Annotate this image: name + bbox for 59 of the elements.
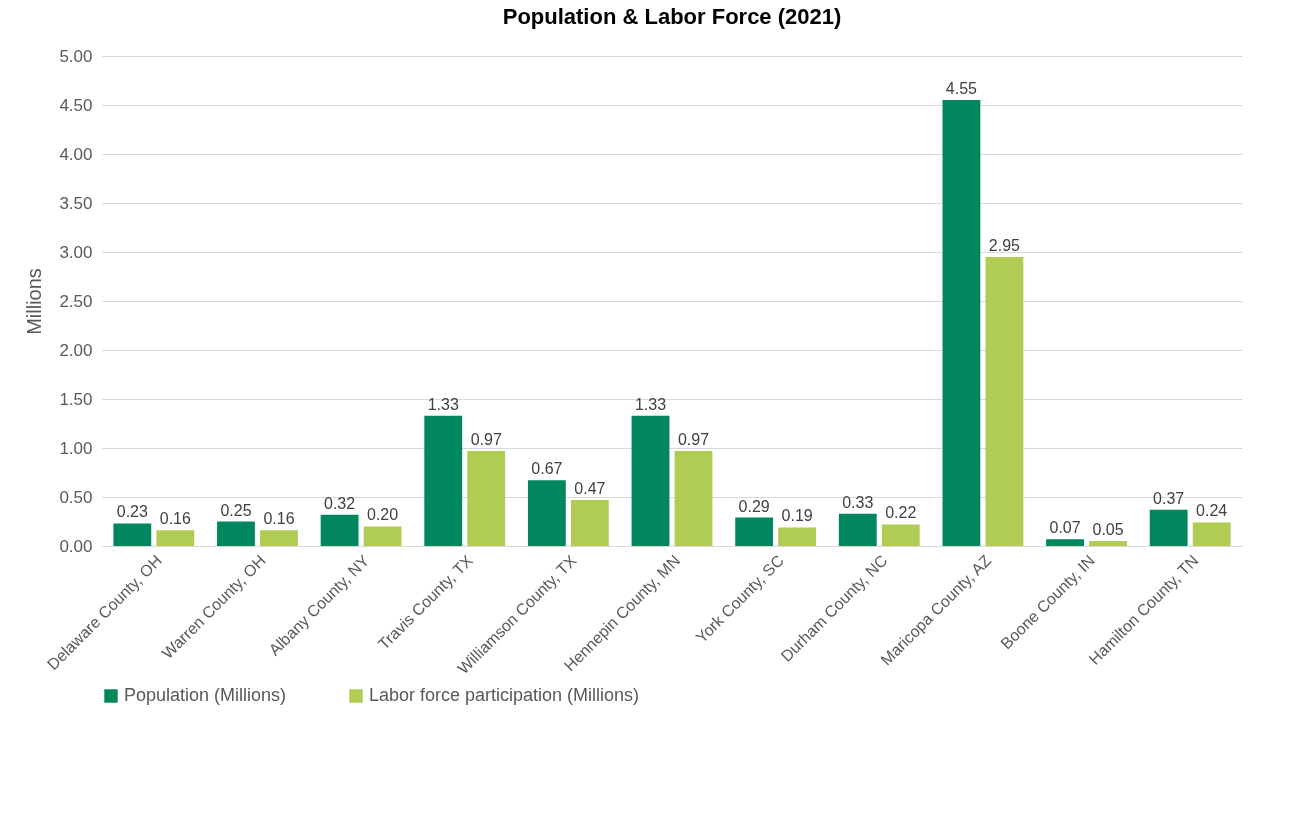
bar — [631, 415, 670, 546]
y-tick-label: 3.00 — [59, 242, 93, 262]
bar — [424, 415, 463, 546]
bar — [1149, 509, 1188, 546]
bar — [1089, 541, 1127, 546]
y-tick-label: 1.50 — [59, 389, 93, 409]
data-label: 0.67 — [531, 460, 563, 478]
bar — [217, 521, 255, 546]
data-label: 1.33 — [427, 395, 459, 413]
bar — [942, 100, 981, 546]
data-label: 4.55 — [945, 80, 978, 98]
y-tick-label: 4.50 — [59, 95, 93, 115]
bar — [320, 514, 359, 546]
bar — [363, 526, 402, 546]
data-label: 0.23 — [116, 503, 148, 521]
bar — [260, 530, 298, 546]
bar — [778, 527, 817, 546]
y-tick-label: 2.00 — [59, 340, 93, 360]
bar — [881, 524, 920, 546]
y-tick-label: 0.00 — [59, 536, 93, 556]
data-label: 1.33 — [634, 395, 667, 413]
data-label: 0.33 — [842, 493, 874, 511]
data-label: 0.07 — [1049, 519, 1081, 537]
y-axis-title: Millions — [23, 268, 46, 335]
y-tick-label: 4.00 — [59, 144, 93, 164]
data-label: 0.29 — [738, 497, 770, 515]
data-label: 0.32 — [324, 494, 356, 512]
data-label: 0.25 — [220, 501, 252, 519]
data-label: 0.16 — [159, 510, 191, 528]
bar — [1192, 522, 1231, 546]
data-label: 2.95 — [988, 236, 1021, 254]
data-label: 0.24 — [1196, 502, 1228, 520]
data-label: 0.05 — [1092, 521, 1124, 539]
legend-label: Labor force participation (Millions) — [369, 685, 640, 705]
bar — [838, 513, 877, 546]
data-label: 0.47 — [574, 479, 606, 497]
data-label: 0.97 — [470, 430, 502, 448]
bar — [1046, 539, 1084, 546]
data-label: 0.37 — [1153, 489, 1185, 507]
bar — [735, 517, 774, 546]
bar — [156, 530, 195, 546]
bar — [570, 499, 609, 546]
y-tick-label: 1.00 — [59, 438, 93, 458]
data-label: 0.97 — [677, 430, 710, 448]
y-tick-label: 0.50 — [59, 487, 93, 507]
data-label: 0.22 — [885, 504, 917, 522]
bar — [985, 256, 1024, 546]
bar — [467, 450, 506, 546]
bar — [527, 480, 566, 546]
data-label: 0.16 — [263, 510, 295, 528]
y-tick-label: 3.50 — [59, 193, 93, 213]
y-tick-label: 2.50 — [59, 291, 93, 311]
bar — [113, 523, 152, 546]
data-label: 0.20 — [367, 506, 399, 524]
chart-title: Population & Labor Force (2021) — [502, 4, 842, 29]
data-label: 0.19 — [781, 507, 813, 525]
y-tick-label: 5.00 — [59, 46, 93, 66]
legend-label: Population (Millions) — [124, 685, 287, 705]
bar — [674, 450, 713, 546]
